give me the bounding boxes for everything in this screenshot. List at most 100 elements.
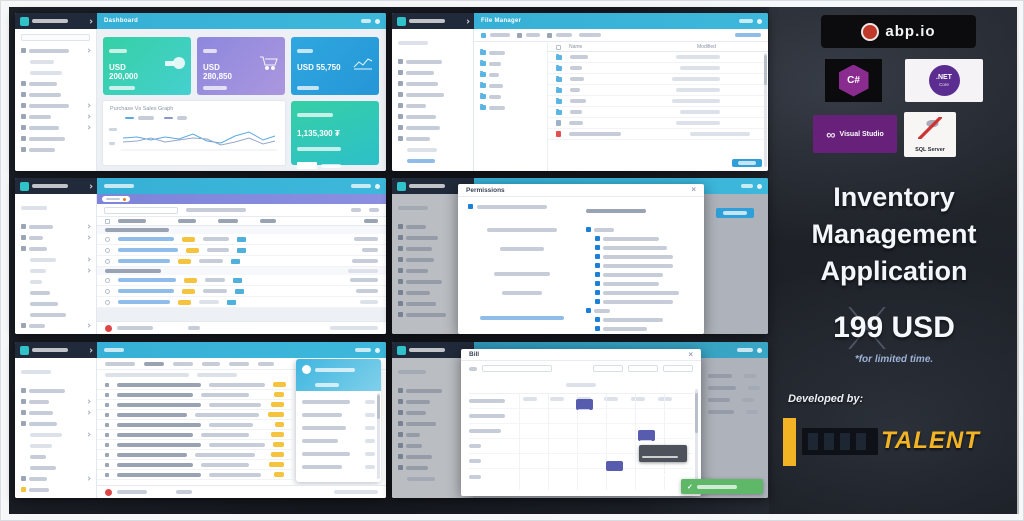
notification-item[interactable] <box>302 421 375 434</box>
sidebar-item[interactable] <box>21 243 90 254</box>
row-checkbox[interactable] <box>105 258 110 264</box>
date-field[interactable] <box>663 365 693 372</box>
tree-parent[interactable] <box>586 306 696 315</box>
checkbox-checked[interactable] <box>595 317 600 322</box>
grant-all-checkbox[interactable] <box>468 204 473 209</box>
select-all-checkbox[interactable] <box>556 44 561 50</box>
file-row[interactable] <box>548 118 768 129</box>
tree-child[interactable] <box>586 243 696 252</box>
tree-child[interactable] <box>586 315 696 324</box>
sidebar-subitem[interactable] <box>21 440 90 451</box>
search-input[interactable] <box>104 206 178 214</box>
user-avatar[interactable] <box>375 347 380 353</box>
bill-number-field[interactable] <box>482 365 552 372</box>
table-row[interactable] <box>97 234 386 245</box>
tree-child[interactable] <box>586 270 696 279</box>
item-row[interactable] <box>97 400 292 410</box>
app-brand[interactable] <box>392 178 474 194</box>
sidebar-item[interactable] <box>21 100 91 111</box>
tree-child[interactable] <box>586 288 696 297</box>
filter-tab[interactable] <box>144 361 164 366</box>
tree-node[interactable] <box>480 102 541 113</box>
filter-tab[interactable] <box>202 361 220 366</box>
table-row[interactable] <box>97 275 386 286</box>
item-row[interactable] <box>97 440 292 450</box>
checkbox-checked[interactable] <box>586 227 591 232</box>
tree-child[interactable] <box>586 234 696 243</box>
action-button[interactable] <box>732 159 762 167</box>
user-avatar[interactable] <box>757 183 762 189</box>
calendar-event[interactable] <box>576 399 593 429</box>
checkbox-checked[interactable] <box>595 281 600 286</box>
sidebar-item[interactable] <box>398 100 467 111</box>
tree-node[interactable] <box>480 58 541 69</box>
sidebar-item[interactable] <box>21 484 90 495</box>
sidebar-item[interactable] <box>21 396 91 407</box>
sidebar-item[interactable] <box>398 67 467 78</box>
file-row[interactable] <box>548 52 768 63</box>
sidebar-item[interactable] <box>398 254 467 265</box>
sidebar-item[interactable] <box>21 78 90 89</box>
tree-node[interactable] <box>480 47 541 58</box>
sidebar-item[interactable] <box>21 144 90 155</box>
sidebar-subitem[interactable] <box>21 298 90 309</box>
item-row[interactable] <box>97 380 292 390</box>
file-row[interactable] <box>548 96 768 107</box>
panel-scrollbar[interactable] <box>377 393 380 479</box>
refresh-button[interactable] <box>547 32 572 38</box>
sidebar-item[interactable] <box>21 133 90 144</box>
calendar-event[interactable] <box>606 461 623 491</box>
user-avatar[interactable] <box>757 347 762 353</box>
modal-scrollbar[interactable] <box>695 389 698 488</box>
upload-button[interactable] <box>517 32 540 38</box>
alert-badge[interactable] <box>105 324 112 332</box>
tree-node[interactable] <box>480 91 541 102</box>
calendar-event[interactable] <box>638 430 655 460</box>
checkbox-checked[interactable] <box>595 236 600 241</box>
sidebar-item[interactable] <box>398 276 467 287</box>
sidebar-item[interactable] <box>398 385 467 396</box>
item-row[interactable] <box>97 460 292 470</box>
file-row[interactable] <box>548 129 768 140</box>
sidebar-item[interactable] <box>398 418 467 429</box>
sidebar-item[interactable] <box>398 309 467 320</box>
sidebar-item[interactable] <box>398 133 467 144</box>
select-all-checkbox[interactable] <box>105 218 110 224</box>
sidebar-subitem[interactable] <box>21 276 90 287</box>
sidebar-item[interactable] <box>398 221 467 232</box>
sidebar-item[interactable] <box>21 407 91 418</box>
user-avatar[interactable] <box>757 18 762 24</box>
notification-item[interactable] <box>302 434 375 447</box>
sidebar-item[interactable] <box>398 232 467 243</box>
alert-badge[interactable] <box>105 488 112 496</box>
app-brand[interactable] <box>392 342 474 358</box>
sidebar-item[interactable] <box>21 473 91 484</box>
sidebar-subitem[interactable] <box>21 67 90 78</box>
table-row[interactable] <box>97 297 386 308</box>
sidebar-item[interactable] <box>398 78 467 89</box>
sidebar-subitem[interactable] <box>21 451 90 462</box>
sidebar-subitem[interactable] <box>398 473 467 484</box>
file-row[interactable] <box>548 63 768 74</box>
user-avatar[interactable] <box>375 183 380 189</box>
sidebar-search-input[interactable] <box>21 34 90 41</box>
sidebar-item[interactable] <box>398 243 467 254</box>
success-toast[interactable]: ✓ <box>681 479 763 494</box>
table-row[interactable] <box>97 286 386 297</box>
sidebar-subitem[interactable] <box>21 462 90 473</box>
close-icon[interactable]: × <box>691 185 696 194</box>
sidebar-item[interactable] <box>398 265 467 276</box>
sidebar-subitem[interactable] <box>21 287 90 298</box>
date-field[interactable] <box>593 365 623 372</box>
sidebar-item[interactable] <box>21 122 91 133</box>
row-checkbox[interactable] <box>105 277 110 283</box>
filter-tab[interactable] <box>229 361 249 366</box>
sidebar-item[interactable] <box>21 232 91 243</box>
tree-child[interactable] <box>586 324 696 333</box>
app-brand[interactable] <box>15 342 97 358</box>
new-folder-button[interactable] <box>481 32 510 38</box>
close-icon[interactable]: × <box>688 349 693 359</box>
item-row[interactable] <box>97 410 292 420</box>
app-brand[interactable] <box>15 13 97 29</box>
tree-child[interactable] <box>586 252 696 261</box>
